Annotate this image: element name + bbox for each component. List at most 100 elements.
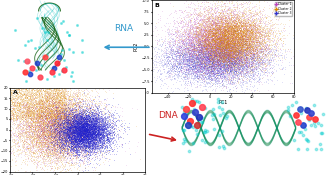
Point [71,138,76,141]
Point [59,109,64,112]
Point [224,57,229,59]
Point [163,38,168,40]
Point [221,44,226,46]
Point [65,128,70,131]
Point [184,83,190,86]
Point [84,96,89,99]
Point [255,22,261,24]
Point [88,135,93,138]
Point [76,118,82,121]
Point [111,130,116,133]
Point [247,47,252,50]
Point [254,55,259,58]
Point [94,135,99,138]
Point [60,116,65,118]
Point [212,65,217,68]
Point [250,52,255,55]
Point [99,116,105,118]
Point [50,121,55,124]
Point [77,139,82,141]
Point [74,150,79,153]
Point [38,145,44,148]
Point [209,16,214,18]
Point [44,143,50,146]
Point [207,73,212,76]
Point [18,92,23,95]
Point [235,40,240,43]
Point [237,62,243,65]
Point [223,40,229,43]
Point [213,35,218,38]
Point [188,43,193,45]
Point [208,59,213,61]
Point [42,139,47,142]
Point [98,125,103,128]
Point [216,29,221,32]
Point [79,120,84,122]
Point [210,35,215,38]
Point [71,133,77,136]
Point [215,52,221,55]
Point [40,111,46,114]
Point [85,120,91,122]
Point [200,74,205,77]
Point [83,131,89,133]
Point [163,56,168,59]
Point [256,19,262,22]
Point [67,123,72,126]
Point [46,110,51,113]
Point [91,121,96,124]
Point [172,64,177,66]
Point [205,54,211,57]
Point [254,44,259,47]
Point [242,54,248,57]
Point [228,33,233,36]
Point [224,116,229,119]
Point [212,32,217,35]
Point [73,104,79,107]
Point [20,115,25,118]
Point [205,54,210,57]
Point [109,121,115,124]
Point [67,120,73,123]
Point [212,57,217,60]
Point [201,68,206,71]
Point [69,117,74,120]
Point [202,0,207,1]
Point [11,132,16,135]
Point [228,23,234,26]
Point [175,26,180,29]
Point [87,144,92,146]
Point [177,66,182,69]
Point [72,122,77,125]
Point [55,130,61,133]
Point [68,126,73,129]
Point [209,24,214,26]
Point [66,141,72,144]
Point [178,14,183,16]
Point [213,32,218,35]
Point [83,129,89,132]
Point [33,141,39,144]
Point [244,30,249,33]
Point [228,36,233,38]
Point [60,97,65,100]
Point [239,51,244,54]
Point [198,67,204,70]
Point [225,35,230,38]
Point [104,146,109,149]
Point [13,75,18,78]
Point [206,28,212,31]
Point [47,135,52,137]
Point [243,42,248,45]
Point [235,43,240,45]
Point [101,122,107,125]
Point [53,122,58,125]
Point [37,111,42,114]
Point [102,136,108,139]
Point [226,64,231,66]
Point [181,63,186,66]
Point [41,137,46,140]
Point [167,60,172,62]
Point [73,109,79,112]
